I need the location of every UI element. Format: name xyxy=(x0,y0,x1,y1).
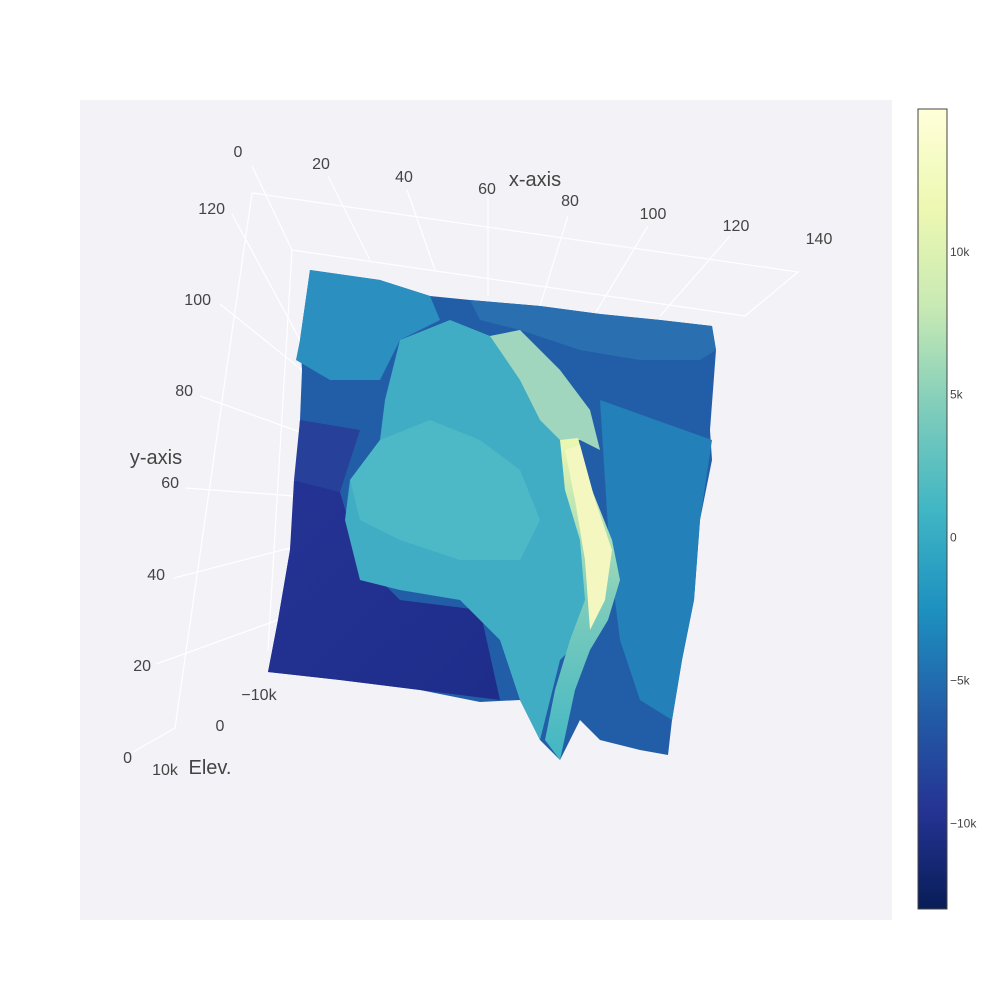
x-tick: 120 xyxy=(723,218,750,235)
z-axis-title: Elev. xyxy=(189,757,232,779)
surface-ridge xyxy=(490,330,600,450)
x-tick: 140 xyxy=(806,231,833,248)
colorbar-ticks: 10k 5k 0 −5k −10k xyxy=(950,245,977,830)
x-tick: 80 xyxy=(561,193,579,210)
y-tick: 120 xyxy=(198,201,225,218)
y-axis-title: y-axis xyxy=(130,447,182,469)
colorbar: 10k 5k 0 −5k −10k xyxy=(917,108,977,910)
x-tick: 40 xyxy=(395,169,413,186)
z-tick: −10k xyxy=(241,687,277,704)
colorbar-tick-label: −10k xyxy=(950,816,977,830)
surface-trough xyxy=(268,480,500,700)
y-tick: 60 xyxy=(161,475,179,492)
y-tick: 100 xyxy=(184,292,211,309)
x-tick: 0 xyxy=(234,144,243,161)
y-tick: 80 xyxy=(175,383,193,400)
z-tick: 0 xyxy=(216,718,225,735)
z-tick: 10k xyxy=(152,762,179,779)
grid-lines xyxy=(132,165,800,753)
y-tick: 40 xyxy=(147,567,165,584)
surface-terrain xyxy=(268,270,716,760)
colorbar-tick-label: 0 xyxy=(950,531,957,545)
x-axis-ticks: 0 20 40 60 80 100 120 140 xyxy=(234,144,833,248)
colorbar-tick-label: 10k xyxy=(950,245,970,259)
y-tick: 0 xyxy=(123,750,132,767)
colorbar-gradient xyxy=(917,108,948,910)
colorbar-tick-label: −5k xyxy=(950,673,971,687)
colorbar-tick-label: 5k xyxy=(950,388,964,402)
y-axis-ticks: 0 20 40 60 80 100 120 xyxy=(123,201,225,767)
z-axis-ticks: 10k 0 −10k xyxy=(152,687,277,779)
y-tick: 20 xyxy=(133,658,151,675)
x-tick: 100 xyxy=(640,206,667,223)
x-tick: 20 xyxy=(312,156,330,173)
x-axis-title: x-axis xyxy=(509,169,561,191)
x-tick: 60 xyxy=(478,181,496,198)
